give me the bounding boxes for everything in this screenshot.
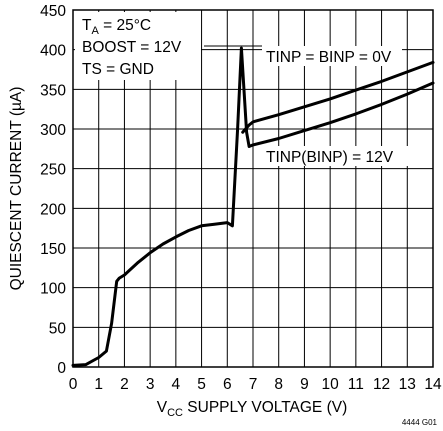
x-tick-label: 9 <box>300 376 309 393</box>
x-tick-label: 8 <box>274 376 283 393</box>
conditions-background <box>75 12 201 80</box>
x-tick-label: 6 <box>223 376 232 393</box>
y-tick-label: 350 <box>40 82 66 99</box>
y-axis-title: QUIESCENT CURRENT (µA) <box>8 87 25 291</box>
series-label-2-background <box>262 146 414 166</box>
condition-ts: TS = GND <box>82 61 154 78</box>
y-tick-label: 250 <box>40 162 66 179</box>
y-tick-label: 0 <box>57 360 66 377</box>
x-tick-label: 3 <box>146 376 155 393</box>
x-tick-label: 13 <box>399 376 416 393</box>
series-label-tinp-12v: TINP(BINP) = 12V <box>266 149 394 166</box>
y-tick-label: 400 <box>40 43 66 60</box>
x-tick-label: 1 <box>94 376 103 393</box>
y-tick-label: 100 <box>40 281 66 298</box>
x-tick-label: 10 <box>322 376 340 393</box>
x-tick-label: 2 <box>120 376 129 393</box>
y-tick-label: 150 <box>40 241 66 258</box>
y-tick-label: 450 <box>40 3 66 20</box>
x-tick-label: 11 <box>348 376 364 393</box>
series-line-2 <box>71 46 435 367</box>
series-label-tinp-binp-0v: TINP = BINP = 0V <box>266 49 392 66</box>
condition-boost: BOOST = 12V <box>82 39 182 56</box>
series-layer <box>71 46 435 367</box>
x-tick-label: 7 <box>249 376 258 393</box>
x-tick-labels: 0 1 2 3 4 5 6 7 8 9 10 11 12 13 14 <box>69 376 442 393</box>
x-tick-label: 14 <box>424 376 442 393</box>
x-tick-label: 0 <box>69 376 78 393</box>
x-tick-label: 12 <box>373 376 390 393</box>
x-tick-label: 5 <box>197 376 206 393</box>
y-tick-label: 50 <box>49 320 67 337</box>
condition-temperature: TA = 25°C <box>82 17 151 37</box>
x-axis-title: VCC SUPPLY VOLTAGE (V) <box>157 399 347 419</box>
plot-frame <box>72 9 434 368</box>
figure-id: 4444 G01 <box>402 418 438 427</box>
y-tick-labels: 0 50 100 150 200 250 300 350 400 450 <box>40 3 66 377</box>
series-line-1 <box>241 60 435 134</box>
series-label-1-background <box>262 46 402 66</box>
y-tick-label: 200 <box>40 201 66 218</box>
y-tick-label: 300 <box>40 122 66 139</box>
x-tick-label: 4 <box>172 376 181 393</box>
